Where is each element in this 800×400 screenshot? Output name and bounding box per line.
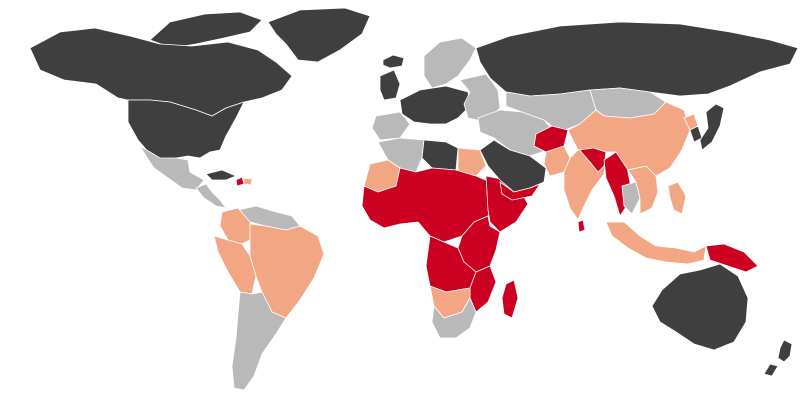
region-central-america — [195, 183, 227, 209]
region-sri-lanka — [577, 219, 586, 233]
region-greenland — [267, 7, 371, 63]
region-brazil — [249, 223, 325, 319]
region-uk-ireland — [379, 69, 401, 101]
region-yemen — [499, 181, 541, 201]
region-caribbean-cuba — [205, 169, 237, 181]
region-canada-alaska — [29, 27, 293, 117]
region-colombia — [219, 207, 255, 245]
region-mexico — [139, 145, 205, 191]
region-australia — [651, 263, 749, 351]
region-china — [567, 101, 691, 177]
region-southern-cone — [231, 291, 287, 391]
region-egypt — [457, 147, 487, 177]
region-philippines — [667, 181, 687, 215]
region-indonesia — [605, 221, 707, 265]
region-andean-states — [213, 235, 257, 295]
region-arabian-peninsula — [479, 139, 547, 193]
region-thailand — [621, 181, 641, 215]
region-new-zealand — [763, 339, 793, 377]
region-south-africa — [431, 297, 477, 339]
region-western-europe — [399, 85, 471, 125]
region-madagascar — [501, 279, 519, 319]
region-papua-new-guinea — [705, 243, 759, 273]
region-japan — [699, 103, 725, 151]
region-scandinavia — [423, 37, 477, 89]
region-dominican-republic — [243, 177, 253, 186]
region-iceland — [382, 54, 405, 69]
